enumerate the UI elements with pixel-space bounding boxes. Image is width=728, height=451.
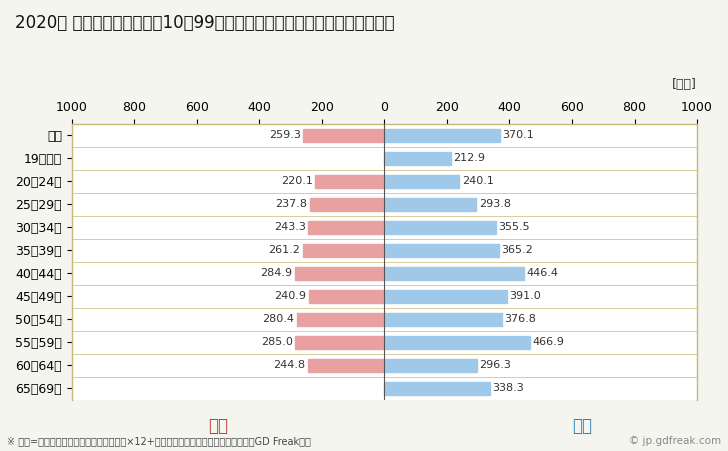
Bar xyxy=(296,267,384,280)
Text: 244.8: 244.8 xyxy=(273,360,305,370)
Bar xyxy=(310,198,384,211)
Bar xyxy=(384,336,530,349)
Bar xyxy=(384,198,476,211)
Bar xyxy=(384,221,496,234)
Bar xyxy=(309,290,384,303)
Text: ※ 年収=「きまって支給する現金給与額」×12+「年間賞与その他特別給与額」としてGD Freak推計: ※ 年収=「きまって支給する現金給与額」×12+「年間賞与その他特別給与額」とし… xyxy=(7,437,311,446)
Text: 365.2: 365.2 xyxy=(501,245,533,255)
Text: 370.1: 370.1 xyxy=(502,130,534,140)
Bar xyxy=(384,290,507,303)
Bar xyxy=(384,313,502,326)
Bar xyxy=(308,221,384,234)
Bar xyxy=(384,129,500,142)
Text: 338.3: 338.3 xyxy=(493,383,524,393)
Bar xyxy=(303,244,384,257)
Bar xyxy=(384,359,477,372)
Bar xyxy=(304,129,384,142)
Text: 2020年 民間企業（従業者数10～99人）フルタイム労働者の男女別平均年収: 2020年 民間企業（従業者数10～99人）フルタイム労働者の男女別平均年収 xyxy=(15,14,394,32)
Text: 296.3: 296.3 xyxy=(480,360,511,370)
Text: 355.5: 355.5 xyxy=(498,222,530,232)
Bar xyxy=(384,267,524,280)
Text: 240.1: 240.1 xyxy=(462,176,494,186)
Text: 男性: 男性 xyxy=(572,417,593,435)
Bar xyxy=(384,382,490,395)
Text: 466.9: 466.9 xyxy=(533,337,565,347)
Bar xyxy=(295,336,384,349)
Bar xyxy=(315,175,384,188)
Text: 261.2: 261.2 xyxy=(268,245,300,255)
Bar xyxy=(296,313,384,326)
Text: 391.0: 391.0 xyxy=(509,291,541,301)
Text: 284.9: 284.9 xyxy=(261,268,293,278)
Bar xyxy=(308,359,384,372)
Bar xyxy=(384,244,499,257)
Text: 446.4: 446.4 xyxy=(526,268,558,278)
Text: 237.8: 237.8 xyxy=(275,199,307,209)
Text: 293.8: 293.8 xyxy=(479,199,511,209)
Text: 243.3: 243.3 xyxy=(274,222,306,232)
Text: 285.0: 285.0 xyxy=(261,337,293,347)
Text: 240.9: 240.9 xyxy=(274,291,306,301)
Text: 376.8: 376.8 xyxy=(505,314,537,324)
Bar xyxy=(384,175,459,188)
Text: 259.3: 259.3 xyxy=(269,130,301,140)
Text: 220.1: 220.1 xyxy=(281,176,313,186)
Text: [万円]: [万円] xyxy=(672,78,697,91)
Text: 212.9: 212.9 xyxy=(454,153,486,163)
Text: © jp.gdfreak.com: © jp.gdfreak.com xyxy=(628,437,721,446)
Bar xyxy=(384,152,451,165)
Text: 280.4: 280.4 xyxy=(262,314,294,324)
Text: 女性: 女性 xyxy=(208,417,229,435)
